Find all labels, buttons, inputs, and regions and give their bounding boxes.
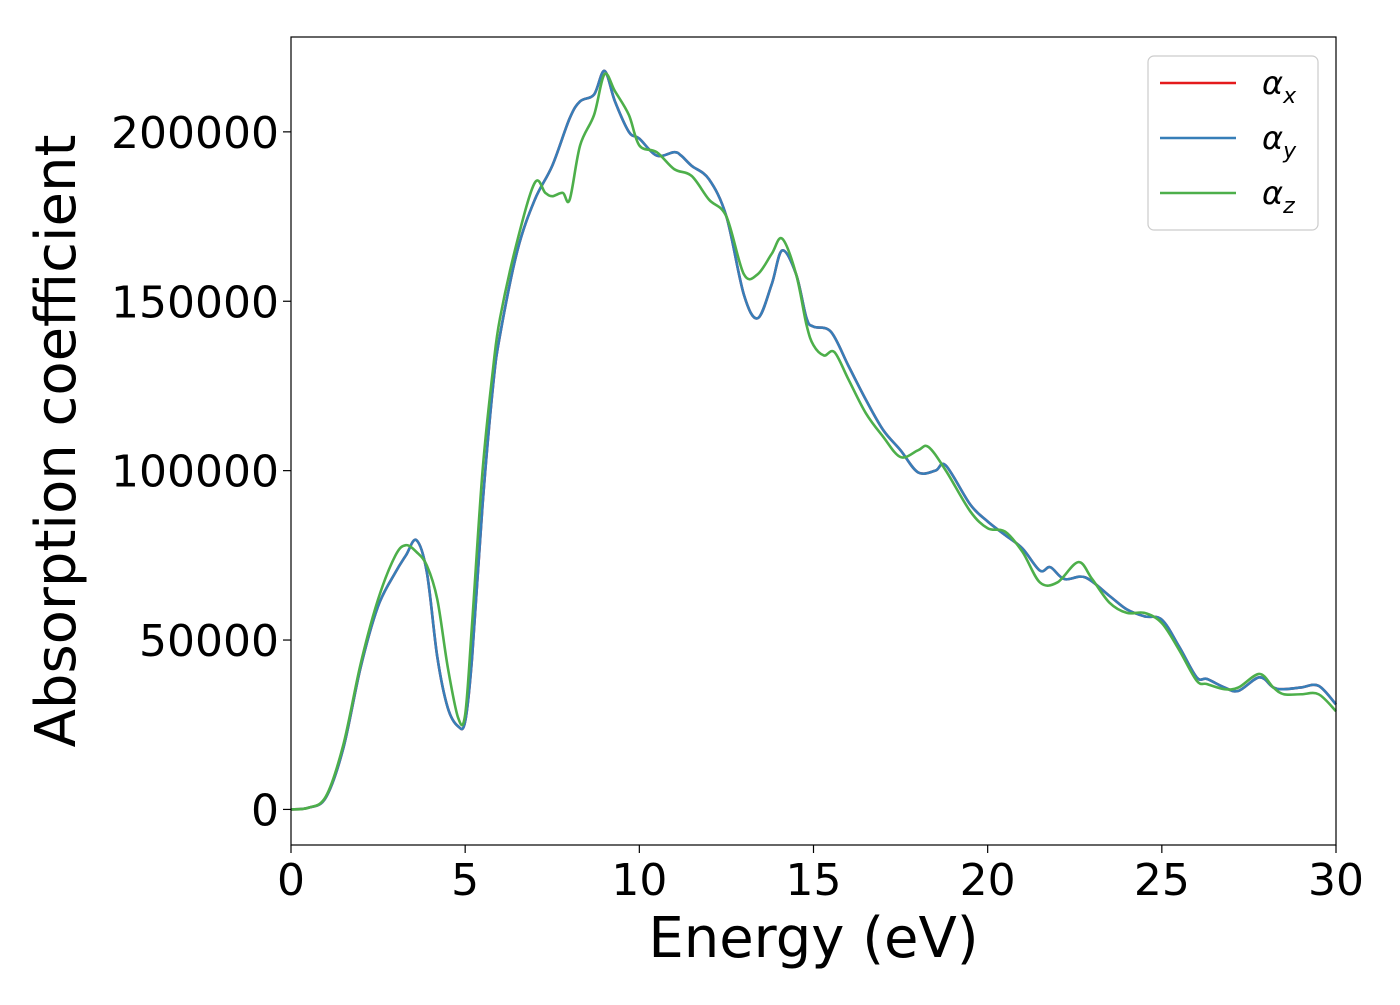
y-axis-ticks: 0 50000 100000 150000 200000 <box>111 108 291 836</box>
y-tick-label: 0 <box>251 785 279 836</box>
y-tick-label: 100000 <box>111 447 279 498</box>
legend-subscript: x <box>1282 84 1297 109</box>
y-axis-label: Absorption coefficient <box>24 135 89 748</box>
legend-label-x: αx <box>1262 64 1297 109</box>
x-tick-label: 25 <box>1134 855 1190 906</box>
series-line-y <box>290 69 1337 811</box>
x-tick-label: 0 <box>277 855 305 906</box>
series-line-z <box>290 72 1337 811</box>
x-axis-label: Energy (eV) <box>648 906 978 971</box>
y-tick-label: 50000 <box>139 616 279 667</box>
x-axis-ticks: 0 5 10 15 20 25 30 <box>277 845 1364 906</box>
x-tick-label: 5 <box>451 855 479 906</box>
x-tick-label: 15 <box>786 855 842 906</box>
legend-subscript: y <box>1282 139 1297 164</box>
series-layer <box>290 69 1337 811</box>
y-tick-label: 150000 <box>111 277 279 328</box>
legend-subscript: z <box>1282 194 1295 219</box>
x-tick-label: 10 <box>611 855 667 906</box>
legend-label-y: αy <box>1262 119 1297 164</box>
y-tick-label: 200000 <box>111 108 279 159</box>
x-tick-label: 30 <box>1308 855 1364 906</box>
x-tick-label: 20 <box>960 855 1016 906</box>
legend-box <box>1147 55 1319 231</box>
